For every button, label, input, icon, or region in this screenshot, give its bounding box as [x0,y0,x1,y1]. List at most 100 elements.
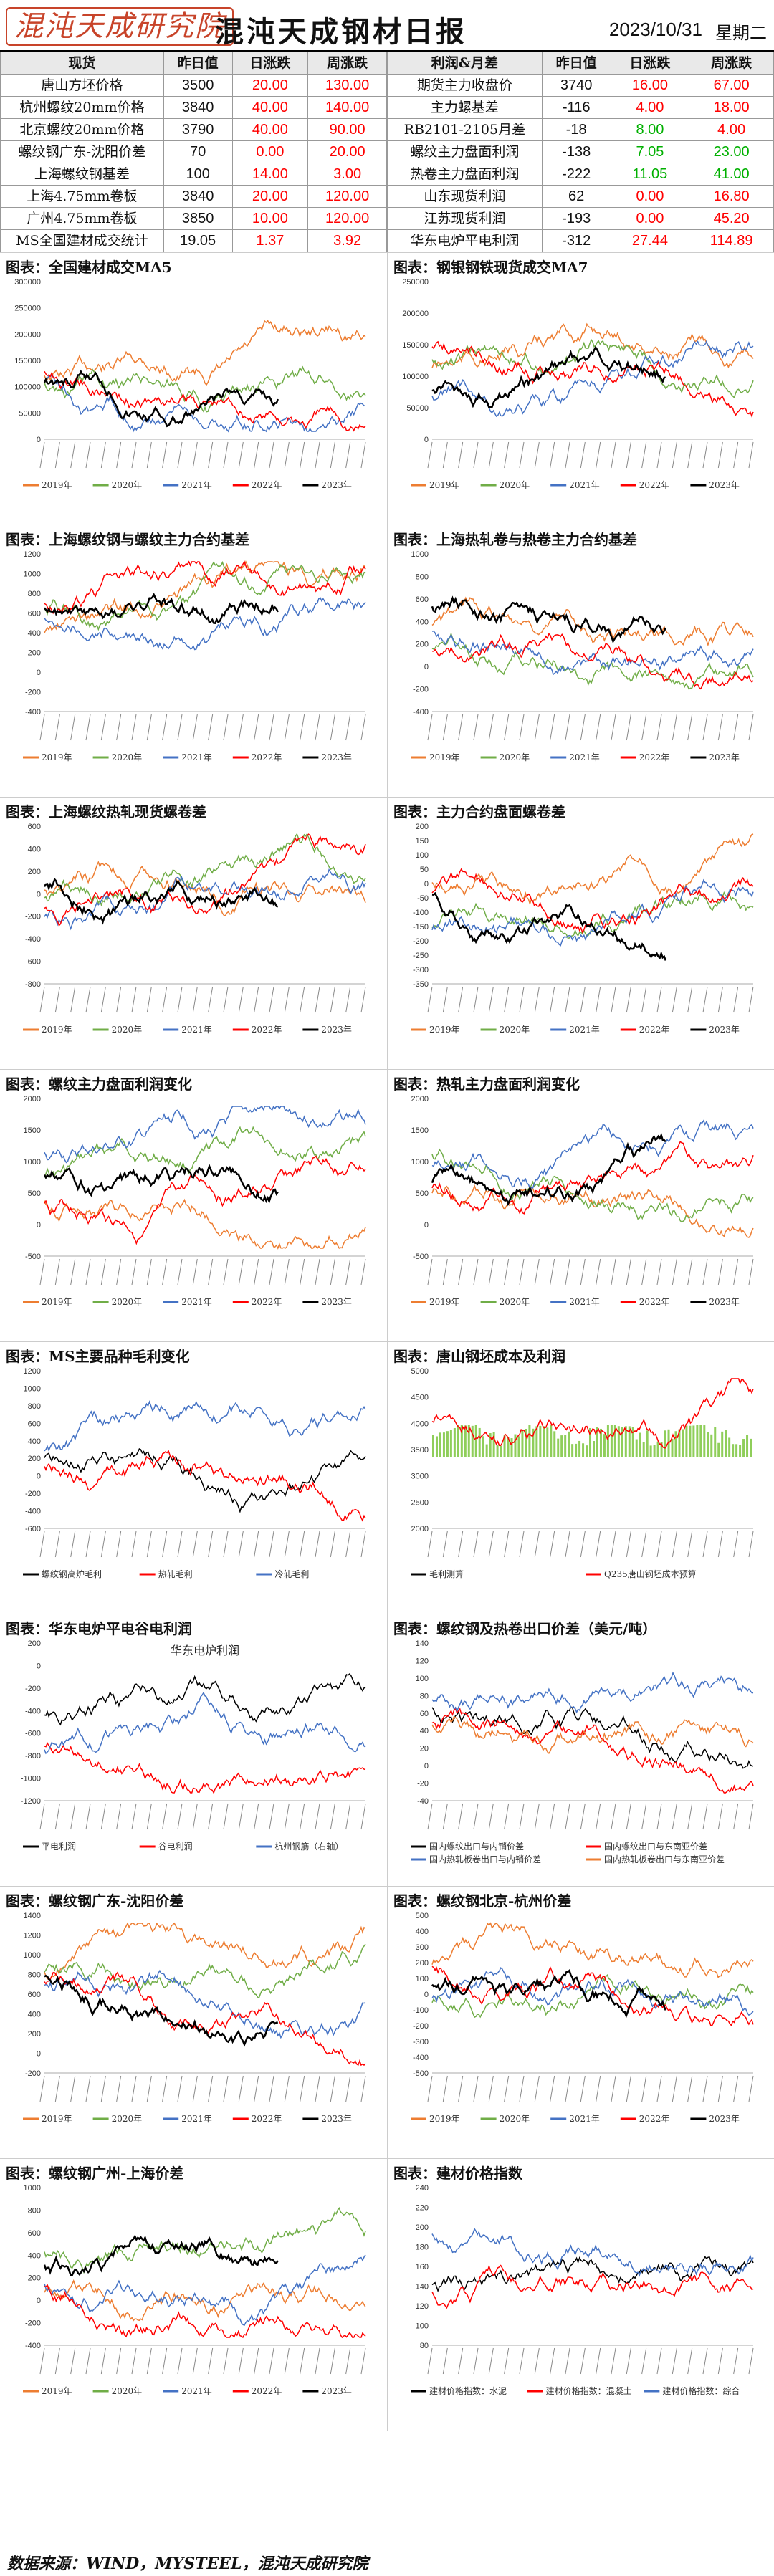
x-tick-mark [717,986,723,1013]
x-tick-mark [146,1258,152,1285]
series-line [44,2254,366,2327]
x-tick-mark [656,1258,662,1285]
series-line [44,1969,366,2039]
series-line [44,1922,366,1981]
x-tick-mark [360,441,366,469]
x-tick-mark [300,1258,305,1285]
profit-bar [535,1426,538,1457]
y-tick-label: 200 [28,868,41,876]
x-tick-mark [208,1531,214,1558]
profit-bar [635,1439,638,1457]
x-tick-mark [656,714,662,741]
x-tick-mark [300,714,305,741]
x-tick-mark [504,2347,510,2375]
x-tick-mark [223,2347,229,2375]
x-tick-mark [315,1258,320,1285]
profit-bar [489,1432,492,1457]
series-line [44,1126,366,1179]
x-tick-mark [488,1531,494,1558]
y-tick-label: 600 [28,2229,41,2238]
series-line [431,868,754,934]
x-tick-mark [550,1803,555,1830]
x-tick-mark [39,1803,45,1830]
chart-plot: 1200 1000 800 600 400 200 0 -200 -400 -600 螺纹钢高炉毛利… [23,1367,366,1579]
x-tick-mark [733,2075,739,2102]
series-line [431,1119,754,1189]
x-tick-mark [672,2347,677,2375]
profit-bar [568,1431,570,1457]
x-tick-mark [580,1803,586,1830]
x-tick-mark [223,1803,229,1830]
legend-label: 2020年 [500,2114,530,2124]
y-tick-label: 2500 [411,1498,429,1507]
x-tick-mark [85,1803,91,1830]
y-tick-label: 500 [416,1912,429,1920]
row-value: 3840 [163,185,233,208]
chart-panel: 图表：全国建材成交MA5 300000 250000 200000 150000 1000… [0,252,387,525]
table-row: 主力螺基差 -116 4.00 18.00 [387,96,774,119]
x-tick-mark [208,1258,214,1285]
x-tick-mark [192,986,198,1013]
profit-bar [464,1425,467,1457]
series-line [431,1706,754,1769]
x-tick-mark [238,2347,244,2375]
row-value: 4.00 [610,96,690,119]
x-tick-mark [70,441,76,469]
x-tick-mark [223,714,229,741]
legend-label: 2022年 [639,1297,670,1307]
chart-panel: 图表：华东电炉平电谷电利润 200 0 -200 -400 -600 -800 -1000 -1… [0,1614,387,1886]
profit-bar [667,1429,670,1457]
left-header-1: 昨日值 [163,52,233,75]
y-tick-label: 220 [416,2204,429,2213]
x-tick-mark [596,1258,601,1285]
profit-bar [674,1431,677,1457]
legend-label: 2021年 [181,1025,212,1035]
y-tick-label: -200 [413,686,429,694]
profit-bar [496,1445,499,1457]
series-line [431,630,754,676]
series-line [44,1400,366,1452]
legend-label: 2023年 [321,1297,352,1307]
row-value: 3.92 [307,229,387,252]
chart-plot: 600 400 200 0 -200 -400 -600 -800 2019年 2020年 2021… [23,823,366,1035]
y-tick-label: 600 [28,610,41,618]
row-value: -312 [541,229,611,252]
x-tick-mark [360,986,366,1013]
x-tick-mark [611,714,616,741]
x-tick-mark [360,1803,366,1830]
legend-label: 2020年 [112,1025,143,1035]
x-tick-mark [39,2075,45,2102]
x-tick-mark [100,1531,106,1558]
chart-panel: 图表：唐山钢坯成本及利润 5000 4500 4000 3500 3000 2500 2000… [387,1341,774,1614]
y-tick-label: 300000 [14,278,41,287]
x-tick-mark [687,2075,693,2102]
legend-label: 冷轧毛利 [274,1569,309,1579]
x-tick-mark [504,986,510,1013]
legend-label: 建材价格指数：综合 [662,2385,740,2396]
x-tick-mark [748,1803,754,1830]
y-tick-label: -100 [413,909,429,917]
row-value: 18.00 [689,96,774,119]
row-value: 62 [541,185,611,208]
x-tick-mark [39,1531,45,1558]
profit-bar [525,1428,527,1457]
x-tick-mark [488,714,494,741]
y-tick-label: 1000 [24,1158,41,1167]
series-line [431,1973,754,2019]
row-value: -222 [541,163,611,186]
profit-bar [725,1430,727,1457]
x-tick-mark [473,2347,479,2375]
x-tick-mark [360,2347,366,2375]
series-line [43,1163,279,1205]
x-tick-mark [146,1803,152,1830]
right-header-2: 日涨跌 [610,52,690,75]
x-tick-mark [534,1531,540,1558]
profit-bar [617,1426,620,1457]
profit-bar [624,1426,627,1457]
chart-panel: 图表：上海热轧卷与热卷主力合约基差 1000 800 600 400 200 0 -200 -4… [387,525,774,797]
x-tick-mark [330,714,335,741]
profit-bar [735,1444,738,1457]
y-tick-label: 1000 [24,1384,41,1393]
y-tick-label: -150 [413,923,429,932]
profit-bar [593,1441,595,1457]
